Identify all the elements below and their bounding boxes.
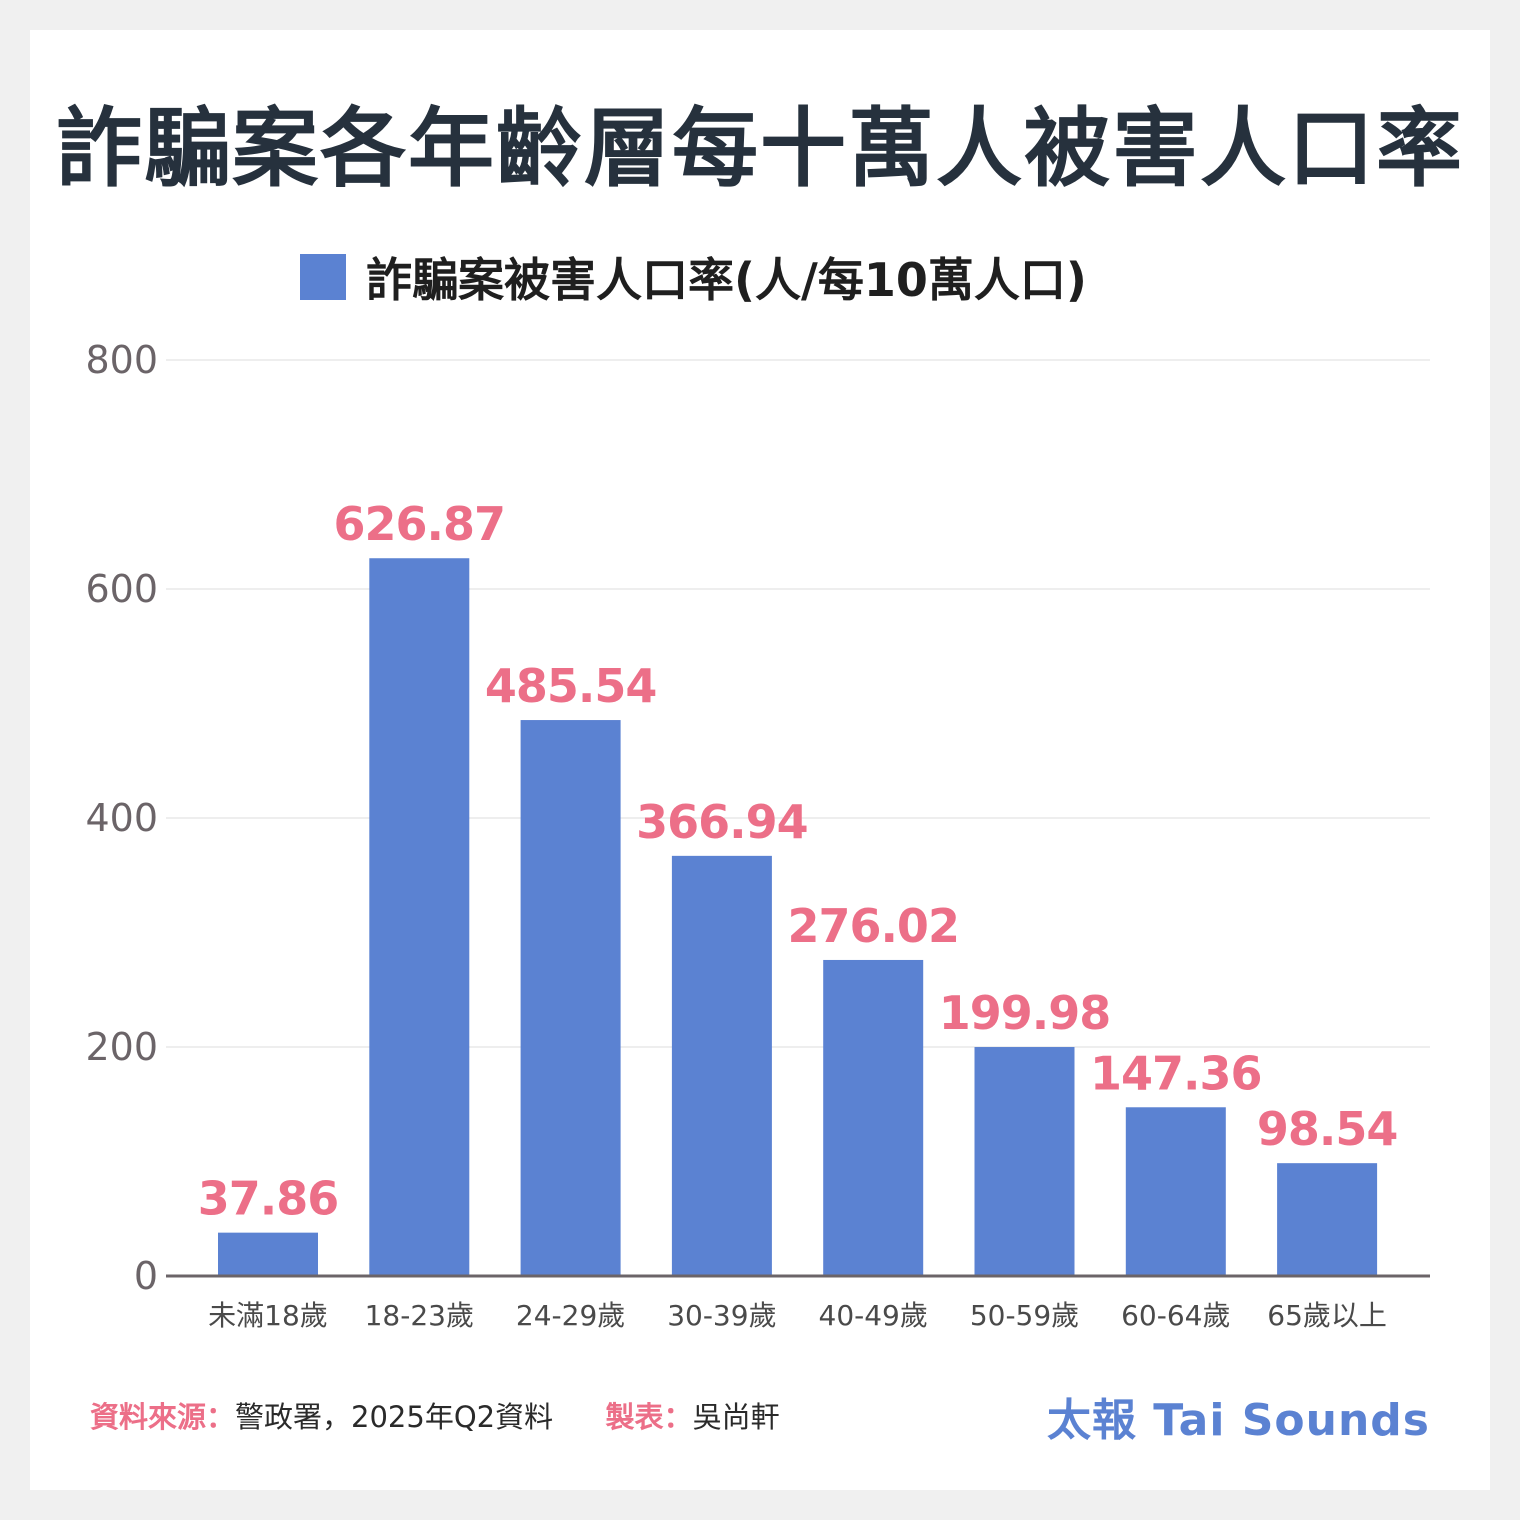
x-tick-label: 40-49歲 [819, 1299, 928, 1332]
y-tick-label: 0 [134, 1254, 158, 1298]
legend: 詐騙案被害人口率(人/每10萬人口) [300, 244, 1087, 310]
x-tick-label: 18-23歲 [365, 1299, 474, 1332]
source-note: 資料來源：警政署，2025年Q2資料 製表：吳尚軒 [90, 1394, 780, 1436]
source-label: 資料來源： [90, 1400, 236, 1434]
data-label: 626.87 [334, 497, 506, 551]
x-tick-label: 30-39歲 [667, 1299, 776, 1332]
x-tick-label: 60-64歲 [1121, 1299, 1230, 1332]
data-label: 366.94 [636, 795, 808, 849]
x-tick-label: 未滿18歲 [208, 1299, 328, 1332]
data-label: 199.98 [939, 986, 1111, 1040]
bar [1277, 1163, 1378, 1276]
x-tick-label: 65歲以上 [1267, 1299, 1387, 1332]
bar [1125, 1107, 1226, 1276]
chart-title: 詐騙案各年齡層每十萬人被害人口率 [56, 99, 1464, 199]
bar [974, 1047, 1075, 1276]
author-label: 製表： [605, 1400, 693, 1434]
data-label: 37.86 [198, 1172, 339, 1226]
legend-label: 詐騙案被害人口率(人/每10萬人口) [366, 253, 1087, 307]
source-text: 警政署，2025年Q2資料 [235, 1400, 554, 1434]
bar [369, 558, 470, 1276]
y-tick-label: 200 [85, 1025, 158, 1069]
y-tick-label: 600 [85, 567, 158, 611]
data-label: 147.36 [1090, 1046, 1262, 1100]
y-tick-label: 400 [85, 796, 158, 840]
author-text: 吳尚軒 [692, 1400, 780, 1434]
data-label: 98.54 [1257, 1102, 1398, 1156]
x-tick-label: 24-29歲 [516, 1299, 625, 1332]
brand-logo: 太報 Tai Sounds [1046, 1395, 1430, 1446]
x-tick-label: 50-59歲 [970, 1299, 1079, 1332]
y-tick-label: 800 [85, 338, 158, 382]
bar [823, 959, 924, 1276]
data-label: 276.02 [787, 899, 959, 953]
data-label: 485.54 [485, 659, 657, 713]
legend-swatch [300, 254, 346, 300]
bar [520, 720, 621, 1276]
bar [671, 855, 772, 1276]
bar [218, 1232, 318, 1276]
